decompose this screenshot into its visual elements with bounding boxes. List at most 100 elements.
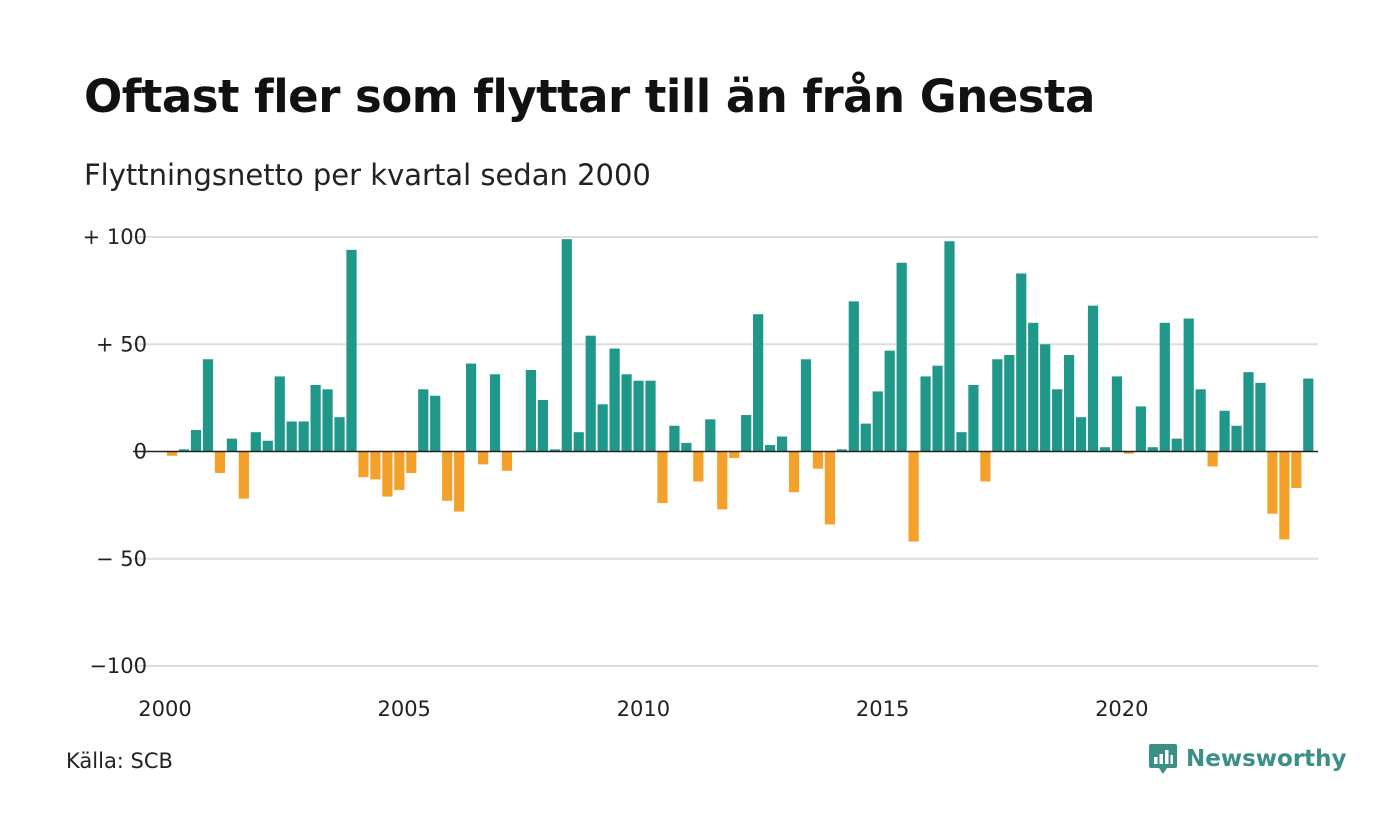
bar-positive: 2023 K4: 34 [1303,378,1314,452]
bar-positive: 2013 K2: 43 [800,359,812,452]
x-axis-ticks: 2000 2005 2010 2015 2020 [138,697,1148,721]
bar-positive: 2007 K3: 38 [525,369,536,452]
x-tick-label: 2000 [138,697,191,721]
bar-positive: 2012 K2: 64 [753,314,764,452]
bar-positive: 2014 K3: 13 [860,423,871,452]
x-tick-label: 2015 [856,697,909,721]
bar-negative: 2001 K1: -10 [214,451,226,473]
bar-positive: 2021 K2: 62 [1183,318,1194,452]
bar-positive: 2017 K2: 43 [992,359,1003,452]
chart-title: Oftast fler som flyttar till än från Gne… [84,70,1095,123]
x-tick-label: 2005 [377,697,430,721]
bar-positive: 2015 K4: 35 [920,376,931,452]
bar-positive: 2001 K4: 9 [250,432,261,452]
y-tick-label: −100 [89,654,147,678]
bar-positive: 2016 K4: 31 [968,385,979,452]
gridlines [133,236,1318,667]
bar-positive: 2008 K2: 99 [561,239,572,452]
bar-positive: 2009 K2: 48 [609,348,620,452]
bar-negative: 2001 K3: -22 [238,451,249,499]
bar-negative: 2005 K1: -10 [406,451,417,473]
bar-negative: 2011 K4: -3 [729,451,740,458]
bar-negative: 2004 K3: -21 [382,451,393,497]
bar-negative: 2013 K4: -34 [824,451,835,525]
bar-positive: 2008 K1: 1 [549,449,560,452]
bar-positive: 2000 K2: 1 [178,449,190,452]
bar-positive: 2020 K2: 21 [1135,406,1146,452]
bar-positive: 2019 K4: 35 [1111,376,1123,452]
bar-positive: 2003 K1: 31 [310,385,321,452]
bar-positive: 2020 K4: 60 [1159,322,1170,452]
bar-positive: 2002 K3: 14 [286,421,297,452]
bar-positive: 2022 K4: 32 [1255,382,1266,452]
brand-logo[interactable]: Newsworthy [1148,742,1347,776]
chart-subtitle: Flyttningsnetto per kvartal sedan 2000 [84,158,651,192]
bar-positive: 2018 K1: 60 [1028,322,1039,452]
bar-positive: 2000 K4: 43 [202,359,214,452]
bar-positive: 2017 K4: 83 [1016,273,1027,452]
bar-positive: 2009 K3: 36 [621,374,632,452]
bar-positive: 2006 K4: 36 [489,374,501,452]
bar-negative: 2006 K1: -28 [454,451,465,512]
bar-negative: 2023 K3: -17 [1291,451,1302,488]
y-tick-label: + 50 [96,332,147,356]
y-tick-label: − 50 [96,547,147,571]
bar-positive: 2016 K2: 98 [944,241,955,452]
bar-positive: 2005 K2: 29 [418,389,429,452]
bar-positive: 2012 K3: 3 [765,445,776,452]
bar-positive: 2002 K1: 5 [262,440,273,452]
bar-negative: 2011 K3: -27 [717,451,728,510]
bar-positive: 2014 K2: 70 [848,301,859,452]
bar-positive: 2005 K3: 26 [430,395,441,452]
bar-positive: 2022 K1: 19 [1219,410,1230,452]
bar-positive: 2019 K3: 2 [1099,447,1111,452]
bar-positive: 2007 K4: 24 [537,400,548,452]
bar-positive: 2003 K4: 94 [346,249,357,452]
bar-negative: 2013 K3: -8 [812,451,824,469]
bar-positive: 2010 K1: 33 [645,380,656,452]
bar-negative: 2004 K1: -12 [358,451,369,478]
bar-positive: 2003 K3: 16 [334,417,345,452]
bar-positive: 2021 K1: 6 [1171,438,1182,452]
bar-negative: 2007 K1: -9 [501,451,513,471]
bar-positive: 2011 K2: 15 [705,419,716,452]
bar-positive: 2001 K2: 6 [226,438,237,452]
bar-positive: 2020 K3: 2 [1147,447,1158,452]
bar-positive: 2012 K4: 7 [776,436,788,452]
bar-positive: 2018 K4: 45 [1064,354,1075,452]
bars: 2000 K1: -22000 K2: 12000 K3: 102000 K4:… [167,239,1314,542]
bar-positive: 2014 K1: 1 [836,449,847,452]
bar-negative: 2013 K1: -19 [788,451,800,493]
bar-positive: 2021 K3: 29 [1195,389,1206,452]
bar-negative: 2005 K4: -23 [442,451,453,501]
bar-positive: 2016 K3: 9 [956,432,967,452]
bar-negative: 2017 K1: -14 [980,451,991,482]
bar-negative: 2006 K3: -6 [477,451,489,465]
bar-positive: 2015 K1: 47 [884,350,895,452]
bar-positive: 2017 K3: 45 [1004,354,1015,452]
bar-positive: 2010 K3: 12 [669,425,680,452]
bar-positive: 2019 K1: 16 [1075,417,1087,452]
bar-positive: 2022 K3: 37 [1243,372,1254,452]
bar-positive: 2008 K4: 54 [585,335,596,452]
bar-negative: 2021 K4: -7 [1207,451,1218,467]
x-tick-label: 2010 [617,697,670,721]
bar-positive: 2009 K1: 22 [597,404,608,452]
newsworthy-chart-logo-icon [1149,744,1177,774]
bar-negative: 2020 K1: -1 [1123,451,1134,454]
bar-negative: 2004 K2: -13 [370,451,381,480]
bar-negative: 2023 K1: -29 [1267,451,1278,514]
bar-positive: 2003 K2: 29 [322,389,333,452]
bar-positive: 2019 K2: 68 [1087,305,1099,452]
bar-positive: 2002 K4: 14 [298,421,309,452]
bar-negative: 2000 K1: -2 [167,451,178,456]
y-axis-ticks: + 100+ 500− 50−100 [83,225,147,678]
bar-positive: 2018 K2: 50 [1040,344,1051,452]
bar-negative: 2004 K4: -18 [394,451,405,491]
bar-positive: 2018 K3: 29 [1052,389,1063,452]
x-tick-label: 2020 [1095,697,1148,721]
bar-positive: 2006 K2: 41 [466,363,477,452]
bar-positive: 2000 K3: 10 [190,430,202,452]
bar-positive: 2016 K1: 40 [932,365,943,452]
